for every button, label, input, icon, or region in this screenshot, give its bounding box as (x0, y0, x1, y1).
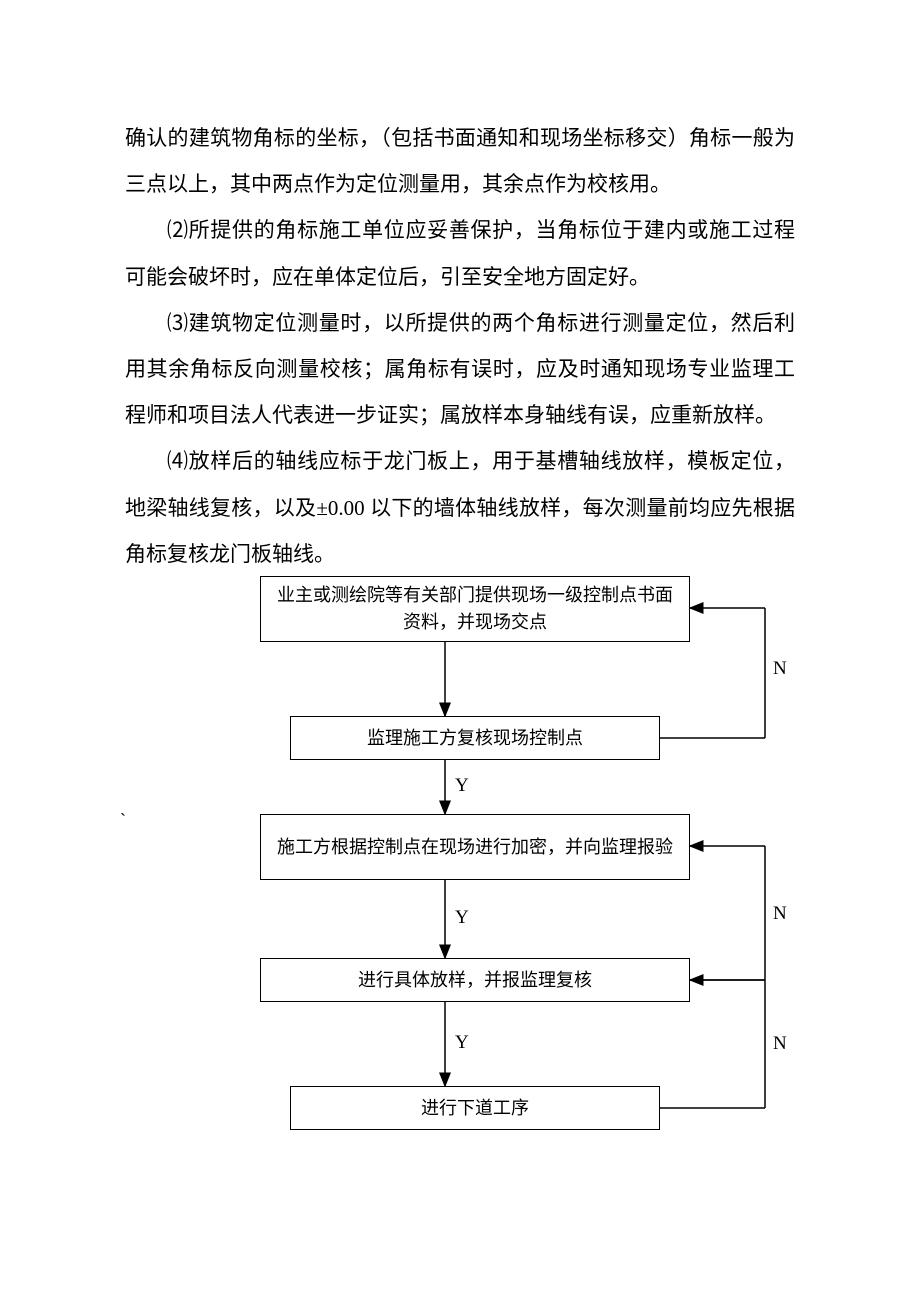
flow-node-n4: 进行具体放样，并报监理复核 (260, 958, 690, 1002)
flow-label-a2: Y (455, 775, 469, 797)
flow-node-n3: 施工方根据控制点在现场进行加密，并向监理报验 (260, 814, 690, 880)
flow-label-a4: Y (455, 1032, 469, 1054)
paragraph-2: ⑵所提供的角标施工单位应妥善保护，当角标位于建内或施工过程可能会破坏时，应在单体… (125, 207, 795, 299)
flow-node-n1: 业主或测绘院等有关部门提供现场一级控制点书面资料，并现场交点 (260, 576, 690, 642)
flow-node-n2: 监理施工方复核现场控制点 (290, 716, 660, 760)
paragraph-3: ⑶建筑物定位测量时，以所提供的两个角标进行测量定位，然后利用其余角标反向测量校核… (125, 300, 795, 439)
paragraph-4: ⑷放样后的轴线应标于龙门板上，用于基槽轴线放样，模板定位，地梁轴线复核，以及±0… (125, 438, 795, 577)
flow-label-f3: N (773, 1033, 787, 1055)
flow-label-f1: N (773, 658, 787, 680)
flow-node-n5: 进行下道工序 (290, 1086, 660, 1130)
flow-label-a3: Y (455, 907, 469, 929)
document-text: 确认的建筑物角标的坐标，（包括书面通知和现场坐标移交）角标一般为三点以上，其中两… (125, 115, 795, 577)
flowchart: 业主或测绘院等有关部门提供现场一级控制点书面资料，并现场交点监理施工方复核现场控… (0, 568, 920, 1218)
paragraph-1: 确认的建筑物角标的坐标，（包括书面通知和现场坐标移交）角标一般为三点以上，其中两… (125, 115, 795, 207)
flow-label-f2: N (773, 903, 787, 925)
